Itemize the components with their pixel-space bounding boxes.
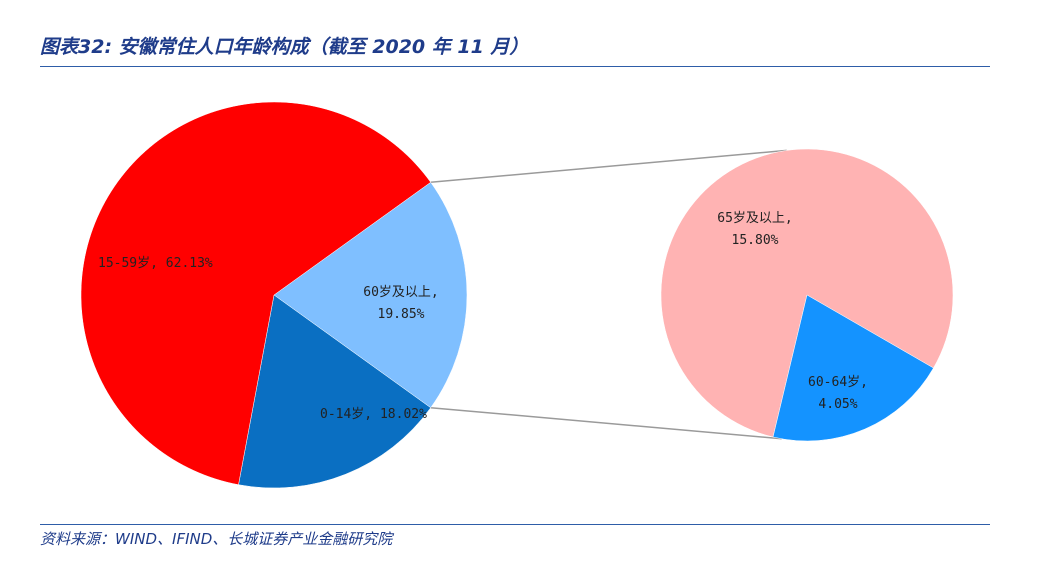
slice-60 bbox=[273, 181, 468, 409]
slice-60-64 bbox=[772, 294, 934, 442]
source-divider bbox=[40, 524, 990, 525]
label-0-14: 0-14岁, 18.02% bbox=[320, 407, 427, 422]
label-65: 65岁及以上, 15.80% bbox=[717, 211, 792, 248]
slice-0-14 bbox=[238, 294, 432, 489]
label-15-59: 15-59岁, 62.13% bbox=[98, 256, 213, 271]
connector-lines bbox=[430, 149, 787, 440]
main-pie bbox=[80, 101, 468, 489]
connector-line bbox=[430, 149, 787, 184]
slice-labels: 15-59岁, 62.13% 60岁及以上, 19.85% 0-14岁, 18.02%… bbox=[98, 211, 868, 422]
label-60: 60岁及以上, 19.85% bbox=[363, 285, 438, 322]
label-60-64: 60-64岁, 4.05% bbox=[808, 375, 868, 412]
source-note: 资料来源：WIND、IFIND、长城证券产业金融研究院 bbox=[40, 530, 393, 548]
slice-15-59 bbox=[80, 101, 432, 486]
secondary-pie bbox=[660, 148, 954, 442]
connector-line bbox=[430, 406, 782, 440]
title-divider bbox=[40, 66, 990, 67]
chart-title: 图表32: 安徽常住人口年龄构成（截至 2020 年 11 月） bbox=[40, 36, 529, 58]
slice-65 bbox=[660, 148, 954, 438]
